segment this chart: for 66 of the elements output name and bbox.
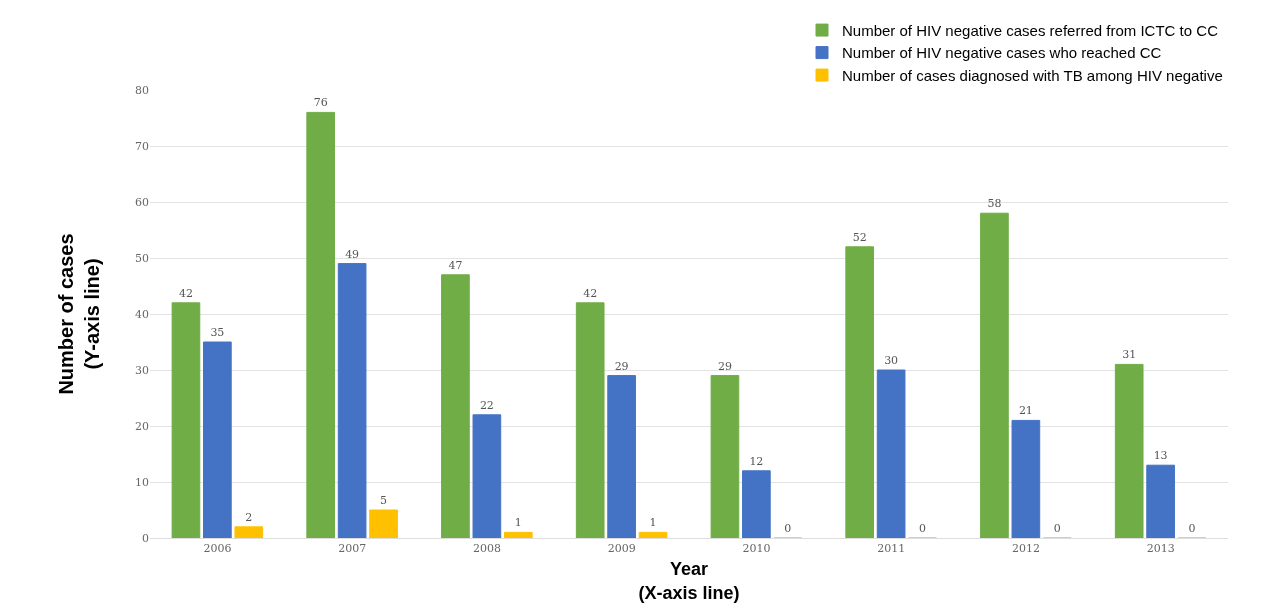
data-label: 29 xyxy=(717,359,732,373)
bar xyxy=(845,246,875,538)
bar xyxy=(980,212,1009,538)
y-tick-label: 50 xyxy=(135,251,149,265)
data-label: 47 xyxy=(448,258,463,272)
x-tick-label: 2013 xyxy=(1146,542,1175,556)
y-axis-title: Number of cases (Y-axis line) xyxy=(54,233,103,395)
y-tick-label: 80 xyxy=(135,83,149,97)
y-tick-label: 20 xyxy=(135,419,149,433)
bar xyxy=(472,414,502,538)
x-tick-label: 2006 xyxy=(203,542,232,556)
data-label: 42 xyxy=(583,286,598,300)
bar xyxy=(876,369,906,538)
bar xyxy=(203,341,232,538)
x-axis-title: Year (X-axis line) xyxy=(638,559,740,603)
data-label: 12 xyxy=(749,454,764,468)
y-tick-label: 10 xyxy=(135,475,149,489)
data-label: 58 xyxy=(987,197,1002,211)
y-tick-label: 30 xyxy=(135,363,149,377)
data-label: 31 xyxy=(1122,348,1137,362)
bar xyxy=(441,274,470,538)
data-label: 21 xyxy=(1018,404,1033,418)
bar xyxy=(575,302,605,538)
data-label: 49 xyxy=(345,247,360,261)
x-tick-label: 2007 xyxy=(338,542,367,556)
legend-label: Number of HIV negative cases referred from ICTC to CC xyxy=(842,21,1219,39)
data-label: 0 xyxy=(1188,522,1196,535)
data-label: 35 xyxy=(210,326,225,339)
y-tick-label: 40 xyxy=(135,307,149,321)
bar xyxy=(742,470,771,538)
bar xyxy=(171,302,201,538)
data-label: 0 xyxy=(919,522,927,535)
data-label: 5 xyxy=(380,494,388,507)
x-tick-label: 2008 xyxy=(472,542,501,556)
legend-label: Number of HIV negative cases who reached CC xyxy=(842,44,1162,62)
data-label: 29 xyxy=(614,359,629,373)
legend-label: Number of cases diagnosed with TB among HIV negative xyxy=(842,66,1223,84)
y-tick-label: 0 xyxy=(142,531,149,545)
x-tick-label: 2009 xyxy=(607,542,636,556)
data-label: 13 xyxy=(1153,449,1168,463)
bar xyxy=(234,526,264,538)
bar xyxy=(306,111,336,538)
bar xyxy=(710,375,740,538)
data-label: 2 xyxy=(245,510,253,524)
data-label: 76 xyxy=(313,96,328,110)
data-label: 52 xyxy=(852,230,867,244)
x-tick-label: 2012 xyxy=(1011,542,1040,556)
bar xyxy=(503,531,533,538)
bar xyxy=(1146,464,1175,538)
data-label: 22 xyxy=(479,398,494,412)
x-tick-label: 2010 xyxy=(742,542,771,556)
bar xyxy=(337,263,367,538)
data-label: 1 xyxy=(514,516,522,530)
data-label: 0 xyxy=(1053,522,1061,535)
data-label: 0 xyxy=(784,522,792,535)
bar xyxy=(607,375,636,538)
bar xyxy=(1114,363,1144,538)
bar xyxy=(1011,419,1041,538)
y-tick-label: 60 xyxy=(135,195,149,209)
data-label: 30 xyxy=(884,354,899,367)
data-label: 1 xyxy=(649,516,657,530)
data-label: 42 xyxy=(178,286,193,300)
y-tick-label: 70 xyxy=(135,139,149,153)
bar xyxy=(638,531,668,538)
x-tick-label: 2011 xyxy=(877,542,906,556)
bar xyxy=(369,509,398,538)
